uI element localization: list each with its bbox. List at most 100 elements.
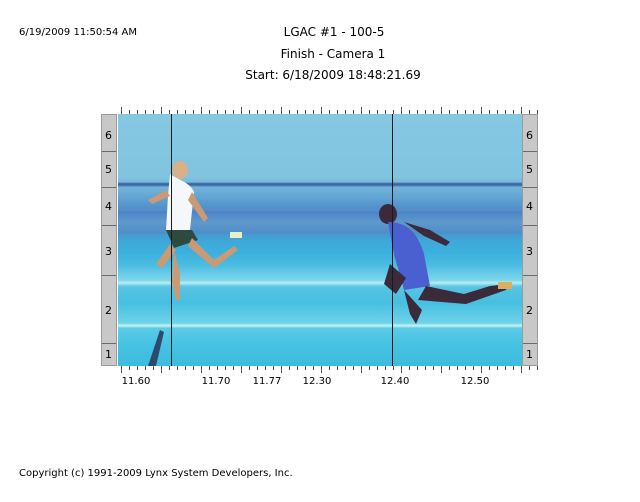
- ruler-tick: [409, 110, 410, 114]
- ruler-tick: [145, 110, 146, 114]
- ruler-tick: [145, 366, 146, 370]
- lane-label: 4: [105, 200, 112, 213]
- ruler-tick: [353, 110, 354, 114]
- lane-scale-right: 6 5 4 3 2 1: [522, 114, 538, 366]
- ruler-tick: [345, 110, 346, 114]
- ruler-tick: [233, 366, 234, 370]
- ruler-tick: [169, 110, 170, 114]
- ruler-tick: [273, 110, 274, 114]
- lane-label: 5: [105, 163, 112, 176]
- ruler-tick: [281, 107, 282, 114]
- ruler-tick: [529, 110, 530, 114]
- timing-cursor-first[interactable]: [171, 114, 172, 366]
- ruler-tick: [265, 366, 266, 370]
- ruler-tick: [521, 107, 522, 114]
- ruler-tick: [129, 110, 130, 114]
- ruler-tick: [193, 366, 194, 370]
- ruler-tick: [505, 366, 506, 370]
- ruler-tick: [457, 110, 458, 114]
- ruler-tick: [233, 110, 234, 114]
- ruler-tick: [425, 110, 426, 114]
- ruler-tick: [497, 110, 498, 114]
- ruler-tick: [393, 366, 394, 370]
- ruler-tick: [481, 366, 482, 373]
- lane-scale-left: 6 5 4 3 2 1: [101, 114, 117, 366]
- ruler-tick: [513, 110, 514, 114]
- ruler-tick: [305, 366, 306, 370]
- time-label: 11.60: [121, 376, 151, 387]
- lane-label: 2: [526, 304, 533, 317]
- ruler-tick: [361, 107, 362, 114]
- ruler-tick: [449, 366, 450, 370]
- ruler-tick: [201, 107, 202, 114]
- ruler-tick: [433, 366, 434, 370]
- ruler-tick: [121, 107, 122, 114]
- ruler-tick: [257, 110, 258, 114]
- ruler-tick: [185, 366, 186, 370]
- lane-label: 6: [526, 129, 533, 142]
- ruler-tick: [361, 366, 362, 373]
- event-title: LGAC #1 - 100-5: [283, 25, 385, 39]
- runner-lane-2: [379, 204, 512, 324]
- ruler-tick: [529, 366, 530, 370]
- timing-cursor-second[interactable]: [392, 114, 393, 366]
- time-axis: 11.60 11.70 11.77 12.30 12.40 12.50: [101, 366, 538, 390]
- ruler-tick: [161, 366, 162, 373]
- ruler-tick: [289, 366, 290, 370]
- ruler-tick: [425, 366, 426, 370]
- time-label: 11.77: [252, 376, 282, 387]
- ruler-tick: [401, 366, 402, 373]
- ruler-tick: [217, 110, 218, 114]
- time-label: 11.70: [201, 376, 231, 387]
- ruler-tick: [169, 366, 170, 370]
- ruler-tick: [297, 366, 298, 370]
- ruler-tick: [225, 110, 226, 114]
- ruler-tick: [433, 110, 434, 114]
- ruler-tick: [153, 110, 154, 114]
- ruler-tick: [249, 110, 250, 114]
- ruler-tick: [161, 107, 162, 114]
- ruler-tick: [537, 366, 538, 370]
- ruler-tick: [177, 366, 178, 370]
- ruler-tick: [129, 366, 130, 370]
- ruler-tick: [281, 366, 282, 373]
- ruler-tick: [465, 110, 466, 114]
- ruler-tick: [505, 110, 506, 114]
- ruler-tick: [209, 110, 210, 114]
- print-datetime: 6/19/2009 11:50:54 AM: [19, 27, 138, 38]
- ruler-tick: [385, 366, 386, 370]
- ruler-tick: [249, 366, 250, 370]
- ruler-tick: [121, 366, 122, 373]
- ruler-tick: [473, 110, 474, 114]
- copyright-notice: Copyright (c) 1991-2009 Lynx System Deve…: [19, 468, 293, 479]
- ruler-tick: [217, 366, 218, 370]
- ruler-tick: [337, 110, 338, 114]
- ruler-tick: [177, 110, 178, 114]
- ruler-tick: [521, 366, 522, 373]
- ruler-tick: [265, 110, 266, 114]
- ruler-tick: [225, 366, 226, 370]
- ruler-tick: [337, 366, 338, 370]
- time-label: 12.30: [302, 376, 332, 387]
- ruler-tick: [489, 110, 490, 114]
- ruler-tick: [329, 110, 330, 114]
- ruler-tick: [417, 366, 418, 370]
- runners-image: [118, 161, 522, 366]
- ruler-tick: [497, 366, 498, 370]
- ruler-tick: [369, 110, 370, 114]
- ruler-tick: [377, 110, 378, 114]
- lane-label: 3: [526, 245, 533, 258]
- ruler-tick: [385, 110, 386, 114]
- finish-photo[interactable]: [118, 114, 522, 366]
- lane-label: 5: [526, 163, 533, 176]
- ruler-tick: [209, 366, 210, 370]
- ruler-tick: [537, 110, 538, 114]
- ruler-tick: [417, 110, 418, 114]
- ruler-tick: [401, 107, 402, 114]
- start-time: Start: 6/18/2009 18:48:21.69: [245, 68, 421, 82]
- ruler-tick: [313, 110, 314, 114]
- ruler-tick: [449, 110, 450, 114]
- ruler-tick: [241, 107, 242, 114]
- ruler-tick: [329, 366, 330, 370]
- ruler-tick: [257, 366, 258, 370]
